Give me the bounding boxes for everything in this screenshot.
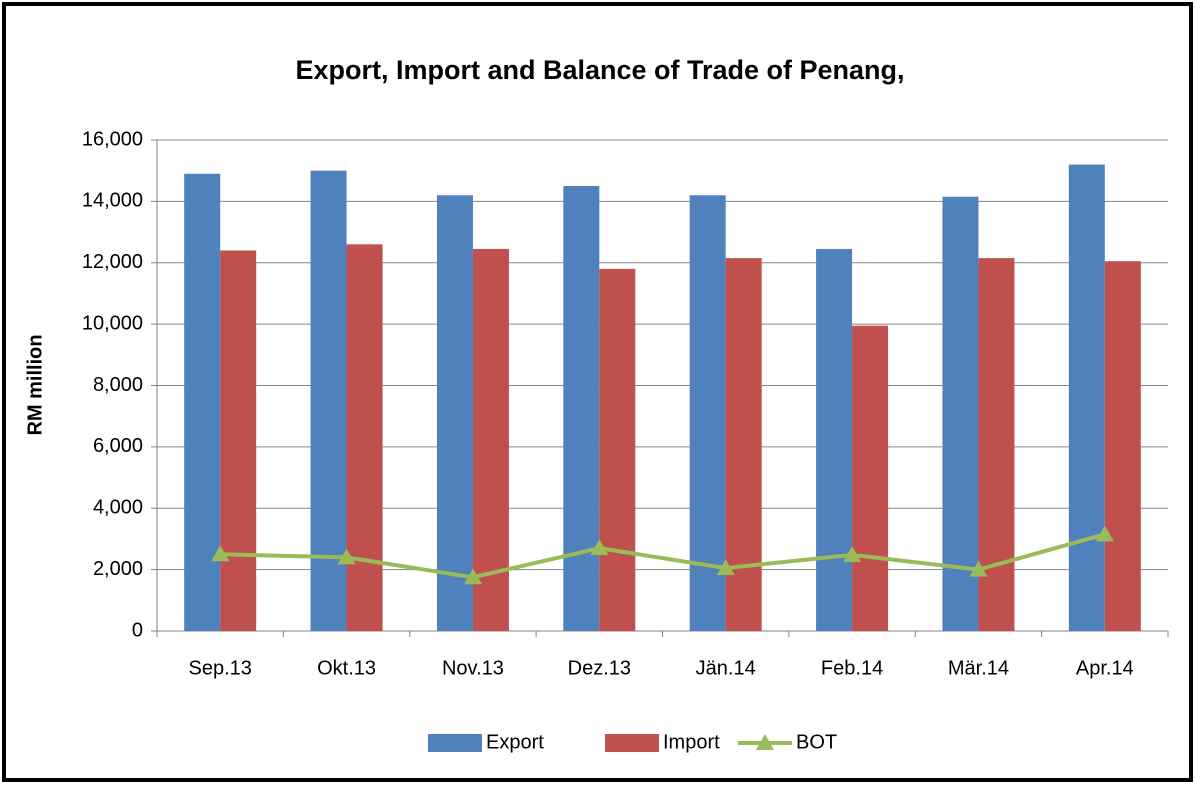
- bar: [472, 248, 509, 632]
- bar: [942, 196, 979, 631]
- bar: [310, 170, 347, 631]
- x-tick-label: Apr.14: [1076, 657, 1134, 679]
- bar: [220, 250, 257, 631]
- x-tick-label: Mär.14: [948, 657, 1009, 679]
- y-tick-label: 6,000: [93, 435, 143, 457]
- legend-swatch: [605, 734, 659, 752]
- line-marker: [337, 548, 356, 565]
- y-tick-label: 10,000: [82, 312, 143, 334]
- x-tick-label: Feb.14: [821, 657, 883, 679]
- y-tick-label: 4,000: [93, 497, 143, 519]
- x-tick-label: Dez.13: [568, 657, 631, 679]
- y-tick-label: 16,000: [82, 128, 143, 150]
- bar: [563, 186, 600, 631]
- line-series: [220, 532, 1106, 580]
- x-tick-label: Jän.14: [696, 657, 756, 679]
- legend-label: Import: [663, 731, 720, 753]
- y-tick-label: 14,000: [82, 190, 143, 212]
- bar: [599, 268, 636, 631]
- bar: [1104, 261, 1141, 631]
- line-marker: [843, 545, 862, 562]
- chart-title: Export, Import and Balance of Trade of P…: [295, 55, 904, 85]
- bar: [346, 244, 383, 631]
- bar: [436, 195, 473, 632]
- y-axis-title: RM million: [24, 334, 46, 435]
- legend-label: BOT: [796, 731, 837, 753]
- x-tick-label: Sep.13: [188, 657, 251, 679]
- y-tick-label: 8,000: [93, 374, 143, 396]
- line-marker: [463, 568, 482, 585]
- bar: [852, 325, 889, 631]
- line-marker: [1095, 525, 1114, 542]
- y-tick-label: 12,000: [82, 251, 143, 273]
- bar: [184, 173, 221, 631]
- legend-marker: [756, 734, 774, 750]
- bar: [689, 195, 726, 632]
- line-marker: [211, 545, 230, 562]
- legend-swatch: [428, 734, 482, 752]
- y-tick-label: 0: [132, 619, 143, 641]
- line-marker: [716, 559, 735, 576]
- x-tick-label: Okt.13: [317, 657, 376, 679]
- bar: [816, 248, 853, 632]
- line-marker: [969, 560, 988, 577]
- x-tick-label: Nov.13: [442, 657, 504, 679]
- bar: [1068, 164, 1105, 632]
- line-marker: [590, 539, 609, 556]
- legend-label: Export: [486, 731, 544, 753]
- y-tick-label: 2,000: [93, 558, 143, 580]
